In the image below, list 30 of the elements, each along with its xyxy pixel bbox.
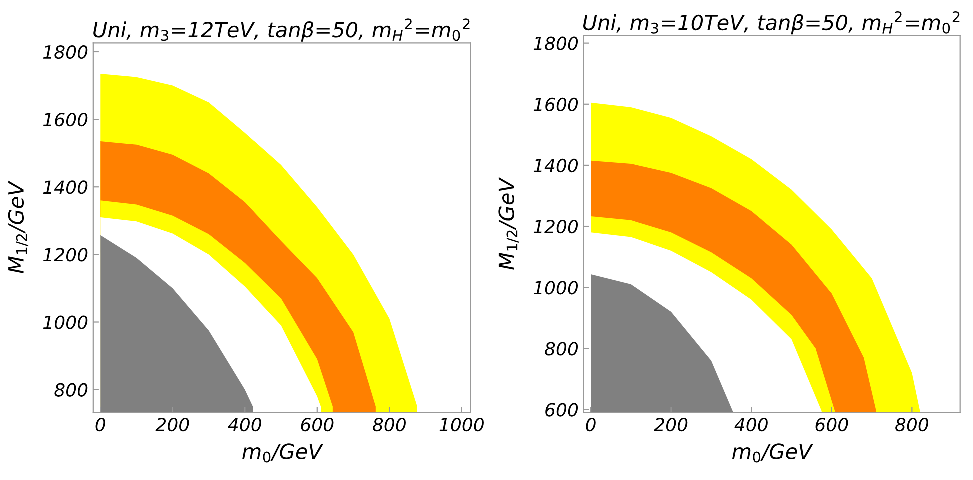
y-axis-title: M$_{1/2}$/GeV (498, 177, 519, 270)
x-tick-label: 200 (156, 418, 190, 432)
x-tick-label: 1000 (440, 418, 484, 432)
y-tick-label: 1000 (43, 316, 88, 330)
y-tick-label: 800 (545, 342, 578, 356)
y-tick-label: 1200 (43, 248, 88, 262)
x-tick-label: 0 (96, 418, 106, 432)
y-tick-label: 1800 (534, 36, 578, 50)
x-tick-label: 200 (654, 418, 688, 432)
x-tick-label: 800 (896, 418, 928, 432)
chart-title: Uni, m$_{3}$=12TeV, tanβ=50, m$_{H}$$^{2}$=m$_{0}$$^{2}$ (94, 18, 470, 42)
x-tick-label: 800 (373, 418, 406, 432)
y-axis-title: M$_{1/2}$/GeV (8, 180, 29, 274)
y-tick-label: 600 (546, 403, 578, 417)
x-tick-label: 0 (586, 418, 596, 432)
chart-title: Uni, m$_{3}$=10TeV, tanβ=50, m$_{H}$$^{2}$=m$_{0}$$^{2}$ (583, 11, 960, 35)
y-tick-label: 1800 (43, 45, 88, 60)
x-tick-label: 600 (301, 418, 334, 432)
y-tick-label: 1400 (534, 158, 578, 173)
y-tick-label: 1600 (43, 113, 88, 127)
y-tick-label: 800 (54, 383, 88, 397)
y-tick-label: 1200 (534, 220, 578, 234)
y-tick-label: 1400 (43, 180, 88, 194)
y-tick-label: 1600 (534, 98, 578, 112)
x-axis-title: m$_{0}$/GeV (242, 444, 324, 463)
x-tick-label: 400 (228, 418, 262, 432)
y-tick-label: 1000 (534, 281, 578, 295)
x-tick-label: 400 (734, 418, 768, 432)
x-axis-title: m$_{0}$/GeV (732, 444, 814, 463)
x-tick-label: 600 (816, 418, 848, 432)
